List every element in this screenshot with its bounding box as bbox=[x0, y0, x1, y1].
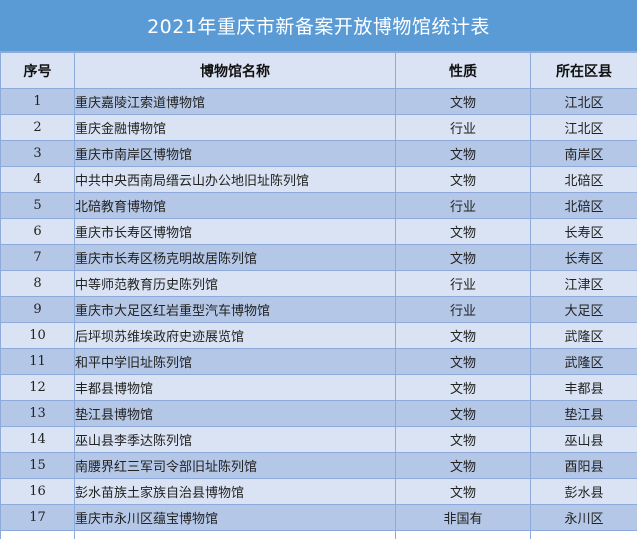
cell-name: 重庆市长寿区博物馆 bbox=[75, 219, 396, 245]
cell-name: 南腰界红三军司令部旧址陈列馆 bbox=[75, 453, 396, 479]
table-row: 17 重庆市永川区蕴宝博物馆 非国有 永川区 bbox=[1, 505, 637, 531]
cell-district: 北碚区 bbox=[531, 167, 637, 193]
cell-no: 11 bbox=[1, 349, 75, 375]
cell-name: 北碚教育博物馆 bbox=[75, 193, 396, 219]
table-row: 14 巫山县李季达陈列馆 文物 巫山县 bbox=[1, 427, 637, 453]
cell-district: 武隆区 bbox=[531, 323, 637, 349]
cell-name: 巫山县李季达陈列馆 bbox=[75, 427, 396, 453]
header-district: 所在区县 bbox=[531, 53, 637, 89]
table-row: 12 丰都县博物馆 文物 丰都县 bbox=[1, 375, 637, 401]
cell-name: 重庆金融博物馆 bbox=[75, 115, 396, 141]
table-row: 13 垫江县博物馆 文物 垫江县 bbox=[1, 401, 637, 427]
table-row: 9 重庆市大足区红岩重型汽车博物馆 行业 大足区 bbox=[1, 297, 637, 323]
cell-type: 文物 bbox=[396, 427, 531, 453]
cell-type: 文物 bbox=[396, 323, 531, 349]
header-no: 序号 bbox=[1, 53, 75, 89]
cell-district: 永川区 bbox=[531, 505, 637, 531]
cell-type: 文物 bbox=[396, 479, 531, 505]
table-row: 3 重庆市南岸区博物馆 文物 南岸区 bbox=[1, 141, 637, 167]
header-type: 性质 bbox=[396, 53, 531, 89]
table-row: 7 重庆市长寿区杨克明故居陈列馆 文物 长寿区 bbox=[1, 245, 637, 271]
cell-type: 行业 bbox=[396, 115, 531, 141]
cell-no: 17 bbox=[1, 505, 75, 531]
cell-name: 和平中学旧址陈列馆 bbox=[75, 349, 396, 375]
cell-district: 长寿区 bbox=[531, 219, 637, 245]
cell-no: 1 bbox=[1, 89, 75, 115]
cell-no: 3 bbox=[1, 141, 75, 167]
table-row: 1 重庆嘉陵江索道博物馆 文物 江北区 bbox=[1, 89, 637, 115]
table-row: 11 和平中学旧址陈列馆 文物 武隆区 bbox=[1, 349, 637, 375]
cell-district: 酉阳县 bbox=[531, 453, 637, 479]
cell-type: 文物 bbox=[396, 453, 531, 479]
table-row: 2 重庆金融博物馆 行业 江北区 bbox=[1, 115, 637, 141]
cell-district: 北碚区 bbox=[531, 193, 637, 219]
cell-no: 5 bbox=[1, 193, 75, 219]
cell-district: 武隆区 bbox=[531, 349, 637, 375]
table-title: 2021年重庆市新备案开放博物馆统计表 bbox=[0, 0, 637, 52]
cell-no: 12 bbox=[1, 375, 75, 401]
cell-no: 7 bbox=[1, 245, 75, 271]
cell-type: 非国有 bbox=[396, 505, 531, 531]
cell-district: 垫江县 bbox=[531, 401, 637, 427]
empty-cell bbox=[531, 531, 637, 539]
cell-no: 16 bbox=[1, 479, 75, 505]
cell-name: 中共中央西南局缙云山办公地旧址陈列馆 bbox=[75, 167, 396, 193]
cell-no: 2 bbox=[1, 115, 75, 141]
table-row: 4 中共中央西南局缙云山办公地旧址陈列馆 文物 北碚区 bbox=[1, 167, 637, 193]
header-name: 博物馆名称 bbox=[75, 53, 396, 89]
table-row: 6 重庆市长寿区博物馆 文物 长寿区 bbox=[1, 219, 637, 245]
table-row: 15 南腰界红三军司令部旧址陈列馆 文物 酉阳县 bbox=[1, 453, 637, 479]
cell-name: 后坪坝苏维埃政府史迹展览馆 bbox=[75, 323, 396, 349]
table-row: 5 北碚教育博物馆 行业 北碚区 bbox=[1, 193, 637, 219]
cell-district: 大足区 bbox=[531, 297, 637, 323]
cell-no: 10 bbox=[1, 323, 75, 349]
empty-cell bbox=[396, 531, 531, 539]
cell-district: 江津区 bbox=[531, 271, 637, 297]
museum-table: 序号 博物馆名称 性质 所在区县 1 重庆嘉陵江索道博物馆 文物 江北区 2 重… bbox=[0, 52, 637, 539]
cell-name: 重庆市永川区蕴宝博物馆 bbox=[75, 505, 396, 531]
cell-name: 重庆嘉陵江索道博物馆 bbox=[75, 89, 396, 115]
cell-type: 文物 bbox=[396, 401, 531, 427]
cell-no: 6 bbox=[1, 219, 75, 245]
cell-type: 行业 bbox=[396, 193, 531, 219]
cell-district: 彭水县 bbox=[531, 479, 637, 505]
cell-type: 文物 bbox=[396, 349, 531, 375]
empty-row bbox=[1, 531, 637, 539]
empty-cell bbox=[75, 531, 396, 539]
cell-type: 文物 bbox=[396, 167, 531, 193]
cell-district: 丰都县 bbox=[531, 375, 637, 401]
cell-no: 14 bbox=[1, 427, 75, 453]
empty-cell bbox=[1, 531, 75, 539]
table-row: 16 彭水苗族土家族自治县博物馆 文物 彭水县 bbox=[1, 479, 637, 505]
cell-type: 文物 bbox=[396, 245, 531, 271]
cell-district: 江北区 bbox=[531, 115, 637, 141]
cell-no: 9 bbox=[1, 297, 75, 323]
cell-type: 文物 bbox=[396, 141, 531, 167]
cell-name: 垫江县博物馆 bbox=[75, 401, 396, 427]
cell-name: 重庆市大足区红岩重型汽车博物馆 bbox=[75, 297, 396, 323]
cell-type: 行业 bbox=[396, 271, 531, 297]
cell-name: 重庆市长寿区杨克明故居陈列馆 bbox=[75, 245, 396, 271]
cell-district: 巫山县 bbox=[531, 427, 637, 453]
header-row: 序号 博物馆名称 性质 所在区县 bbox=[1, 53, 637, 89]
cell-name: 丰都县博物馆 bbox=[75, 375, 396, 401]
cell-no: 15 bbox=[1, 453, 75, 479]
table-row: 8 中等师范教育历史陈列馆 行业 江津区 bbox=[1, 271, 637, 297]
cell-type: 文物 bbox=[396, 219, 531, 245]
cell-no: 4 bbox=[1, 167, 75, 193]
cell-name: 彭水苗族土家族自治县博物馆 bbox=[75, 479, 396, 505]
cell-type: 文物 bbox=[396, 89, 531, 115]
table-row: 10 后坪坝苏维埃政府史迹展览馆 文物 武隆区 bbox=[1, 323, 637, 349]
cell-name: 中等师范教育历史陈列馆 bbox=[75, 271, 396, 297]
cell-no: 13 bbox=[1, 401, 75, 427]
cell-name: 重庆市南岸区博物馆 bbox=[75, 141, 396, 167]
cell-district: 南岸区 bbox=[531, 141, 637, 167]
cell-type: 行业 bbox=[396, 297, 531, 323]
cell-type: 文物 bbox=[396, 375, 531, 401]
cell-district: 江北区 bbox=[531, 89, 637, 115]
cell-district: 长寿区 bbox=[531, 245, 637, 271]
cell-no: 8 bbox=[1, 271, 75, 297]
